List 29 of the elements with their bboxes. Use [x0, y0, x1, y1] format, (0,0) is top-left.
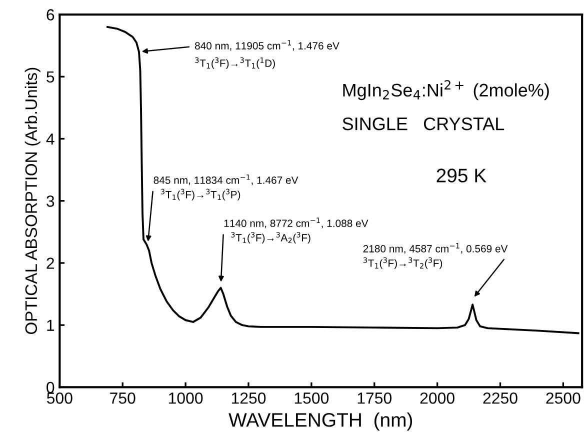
text: $^{3}$T$_{1}$($^{3}$F)→$^{3}$T$_{1}$($^{3}$P): [160, 188, 240, 200]
y-axis-title: OPTICAL ABSORPTION (Arb.Units): [24, 68, 40, 334]
text: $^{3}$T$_{1}$($^{3}$F)→$^{3}$T$_{2}$($^{3}$F): [363, 257, 442, 269]
annotation: 2180 nm, 4587 cm$^{−1}$, 0.569 eV: [363, 243, 508, 254]
y-tick-label: 1: [47, 320, 54, 331]
y-tick-label: 5: [46, 71, 54, 83]
x-tick-label: 2500: [546, 392, 580, 404]
y-tick-label: 2: [46, 258, 54, 269]
x-tick-label: 750: [110, 392, 136, 404]
x-tick-label: 1000: [169, 392, 203, 404]
annotation: 295 K: [436, 168, 486, 182]
x-tick-label: 1250: [232, 392, 266, 404]
y-tick-label: 6: [46, 9, 54, 20]
y-tick-label: 0: [46, 382, 54, 394]
text: $^{3}$T$_{1}$($^{3}$F)→$^{3}$T$_{1}$($^{1}$D): [195, 57, 275, 69]
x-tick-label: 1750: [358, 392, 392, 404]
text: $^{3}$T$_{1}$($^{3}$F)→$^{3}$A$_{2}$($^{3}$F): [231, 232, 310, 244]
y-tick-label: 4: [46, 134, 54, 145]
x-tick-label: 2000: [420, 392, 454, 404]
annotation: 845 nm, 11834 cm$^{−1}$, 1.467 eV: [154, 174, 298, 186]
x-tick-label: 1500: [294, 392, 329, 404]
annotation: MgIn$_{2}$Se$_{4}$:Ni$^{2+}$ (2mole%): [343, 80, 549, 100]
annotation: 840 nm, 11905 cm$^{−1}$, 1.476 eV: [194, 40, 340, 51]
x-tick-label: 500: [46, 392, 72, 404]
x-tick-label: 2250: [483, 392, 518, 404]
annotation: SINGLE CRYSTAL: [342, 117, 504, 130]
annotation: 1140 nm, 8772 cm$^{−1}$, 1.088 eV: [224, 218, 368, 228]
y-tick-label: 3: [46, 196, 54, 207]
x-axis-title: WAVELENGTH (nm): [228, 412, 412, 431]
